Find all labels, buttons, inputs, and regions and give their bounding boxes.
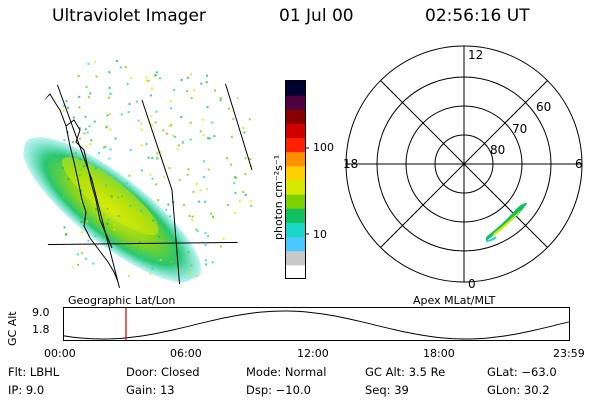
- colorbar-band: [286, 95, 305, 110]
- colorbar-band: [286, 264, 305, 280]
- polar-aurora: [485, 202, 528, 242]
- mlat-label-60: 60: [536, 100, 551, 114]
- colorbar-band: [286, 165, 305, 181]
- gain-label: Gain: 13: [126, 383, 175, 397]
- time-label: 02:56:16 UT: [425, 6, 530, 26]
- aurora-emission: [22, 137, 202, 283]
- altitude-ylabel: GC Alt: [6, 311, 19, 346]
- xtick-1200: 12:00: [297, 347, 329, 360]
- date-label: 01 Jul 00: [279, 6, 354, 26]
- mlat-label-70: 70: [512, 122, 527, 136]
- colorbar-band: [286, 151, 305, 167]
- colorbar-band: [286, 137, 305, 153]
- flt-label: Flt: LBHL: [8, 365, 60, 379]
- mlt-label-0: 0: [468, 277, 476, 291]
- altitude-plot: [63, 307, 571, 341]
- colorbar-band: [286, 208, 305, 223]
- colorbar-tick-10: 10: [313, 228, 327, 241]
- colorbar-unit-label: photon cm⁻²s⁻¹: [272, 154, 285, 240]
- colorbar-band: [286, 123, 305, 139]
- seq-label: Seq: 39: [365, 383, 409, 397]
- geographic-image: [22, 50, 262, 290]
- colorbar-band: [286, 236, 305, 252]
- xtick-0000: 00:00: [44, 347, 76, 360]
- colorbar-tick-100: 100: [313, 141, 334, 154]
- lat-lon-grid: [22, 50, 262, 290]
- polar-plot: 12 18 6 0 60 70 80: [343, 45, 583, 291]
- xtick-2359: 23:59: [553, 347, 585, 360]
- mlt-label-18: 18: [343, 157, 358, 171]
- colorbar: [285, 80, 309, 280]
- xtick-1800: 18:00: [423, 347, 455, 360]
- glon-label: GLon: 30.2: [487, 383, 550, 397]
- door-label: Door: Closed: [126, 365, 200, 379]
- glat-label: GLat: −63.0: [487, 365, 557, 379]
- geo-panel-label: Geographic Lat/Lon: [68, 294, 176, 307]
- ytick-bottom: 1.8: [32, 323, 50, 336]
- colorbar-band: [286, 180, 305, 195]
- mode-label: Mode: Normal: [246, 365, 327, 379]
- mlat-label-80: 80: [490, 143, 505, 157]
- ytick-top: 9.0: [32, 306, 50, 319]
- altitude-curve: [63, 310, 571, 340]
- colorbar-band: [286, 250, 305, 266]
- mlt-label-12: 12: [468, 48, 483, 62]
- polar-panel-label: Apex MLat/MLT: [413, 294, 496, 307]
- colorbar-band: [286, 194, 305, 209]
- dsp-label: Dsp: −10.0: [246, 383, 311, 397]
- colorbar-band: [286, 81, 305, 96]
- ip-label: IP: 9.0: [8, 383, 45, 397]
- mlt-label-6: 6: [575, 157, 583, 171]
- colorbar-band: [286, 109, 305, 124]
- colorbar-band: [286, 222, 305, 238]
- xtick-0600: 06:00: [170, 347, 202, 360]
- gc-alt-label: GC Alt: 3.5 Re: [365, 365, 446, 379]
- instrument-title: Ultraviolet Imager: [52, 6, 206, 26]
